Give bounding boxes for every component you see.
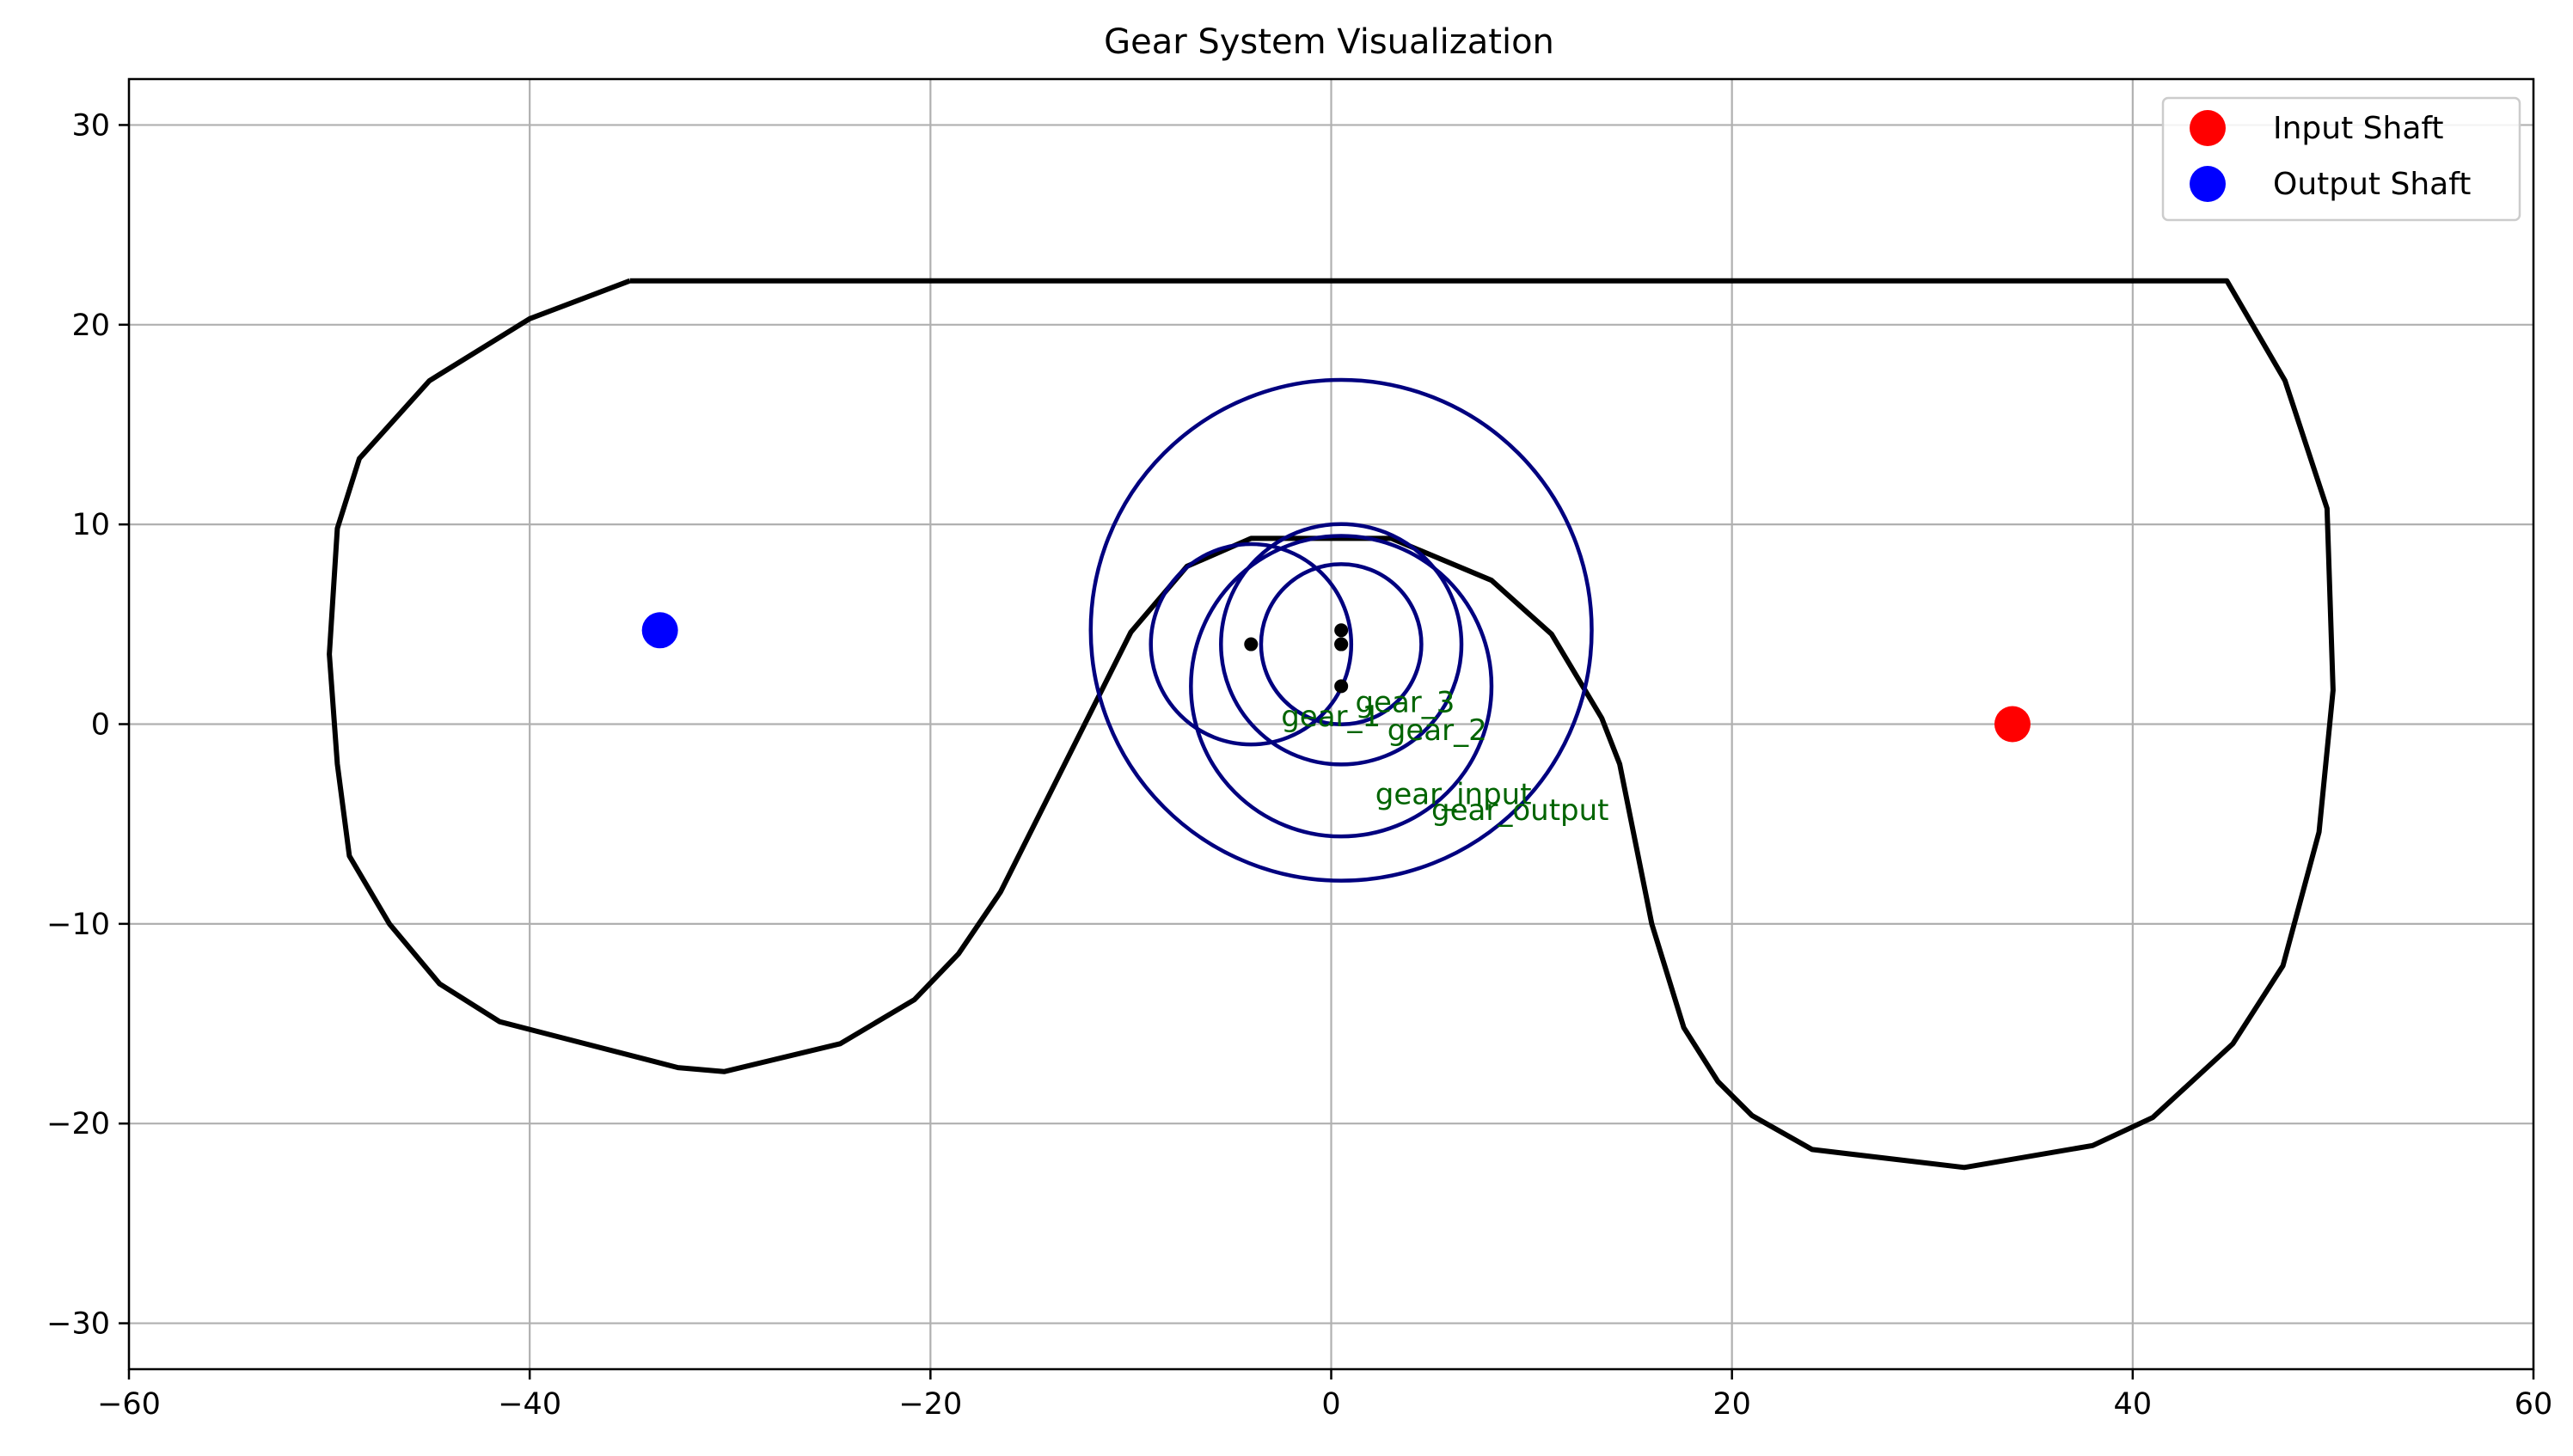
y-tick-label: −10	[46, 908, 110, 942]
y-tick-label: −20	[46, 1107, 110, 1141]
gear-label-gear-output: gear_output	[1431, 793, 1608, 828]
gear-label-gear-3: gear_3	[1355, 686, 1455, 720]
x-tick-label: 20	[1712, 1387, 1751, 1422]
legend-label-input-shaft: Input Shaft	[2273, 111, 2444, 146]
gear-circle-gear-output	[1088, 377, 1594, 883]
legend-marker-output-shaft	[2190, 166, 2226, 202]
x-tick-label: 40	[2114, 1387, 2153, 1422]
legend-label-output-shaft: Output Shaft	[2273, 167, 2471, 202]
gear-center-gear-output	[1334, 623, 1349, 638]
legend-marker-input-shaft	[2190, 110, 2226, 146]
chart-title: Gear System Visualization	[1104, 22, 1554, 62]
x-tick-label: −20	[898, 1387, 962, 1422]
x-tick-label: −60	[97, 1387, 161, 1422]
legend-box	[2161, 96, 2521, 222]
output-shaft-marker	[641, 612, 678, 649]
gear-circle-gear-1	[1149, 541, 1354, 747]
gear-center-gear-input	[1334, 679, 1349, 694]
x-tick-label: 0	[1321, 1387, 1340, 1422]
legend: Input Shaft Output Shaft	[2161, 96, 2521, 222]
y-tick-label: 0	[91, 708, 110, 743]
gear-label-gear-1: gear_1	[1281, 700, 1381, 734]
gear-circle-gear-3	[1259, 562, 1424, 727]
x-tick-label: −40	[498, 1387, 561, 1422]
boundary-outline	[327, 278, 2336, 1171]
gear-center-gear-1	[1244, 637, 1259, 652]
y-tick-label: 10	[71, 508, 110, 542]
gear-circle-gear-2	[1219, 522, 1464, 767]
x-tick-label: 60	[2515, 1387, 2553, 1422]
input-shaft-marker	[1994, 706, 2031, 743]
gear-circle-gear-input	[1189, 534, 1494, 839]
gear-label-gear-input: gear_input	[1375, 777, 1532, 811]
gear-label-gear-2: gear_2	[1388, 713, 1487, 748]
y-tick-label: 20	[71, 309, 110, 343]
gear-center-gear-3	[1334, 637, 1349, 652]
y-tick-label: −30	[46, 1307, 110, 1342]
y-tick-label: 30	[71, 108, 110, 143]
